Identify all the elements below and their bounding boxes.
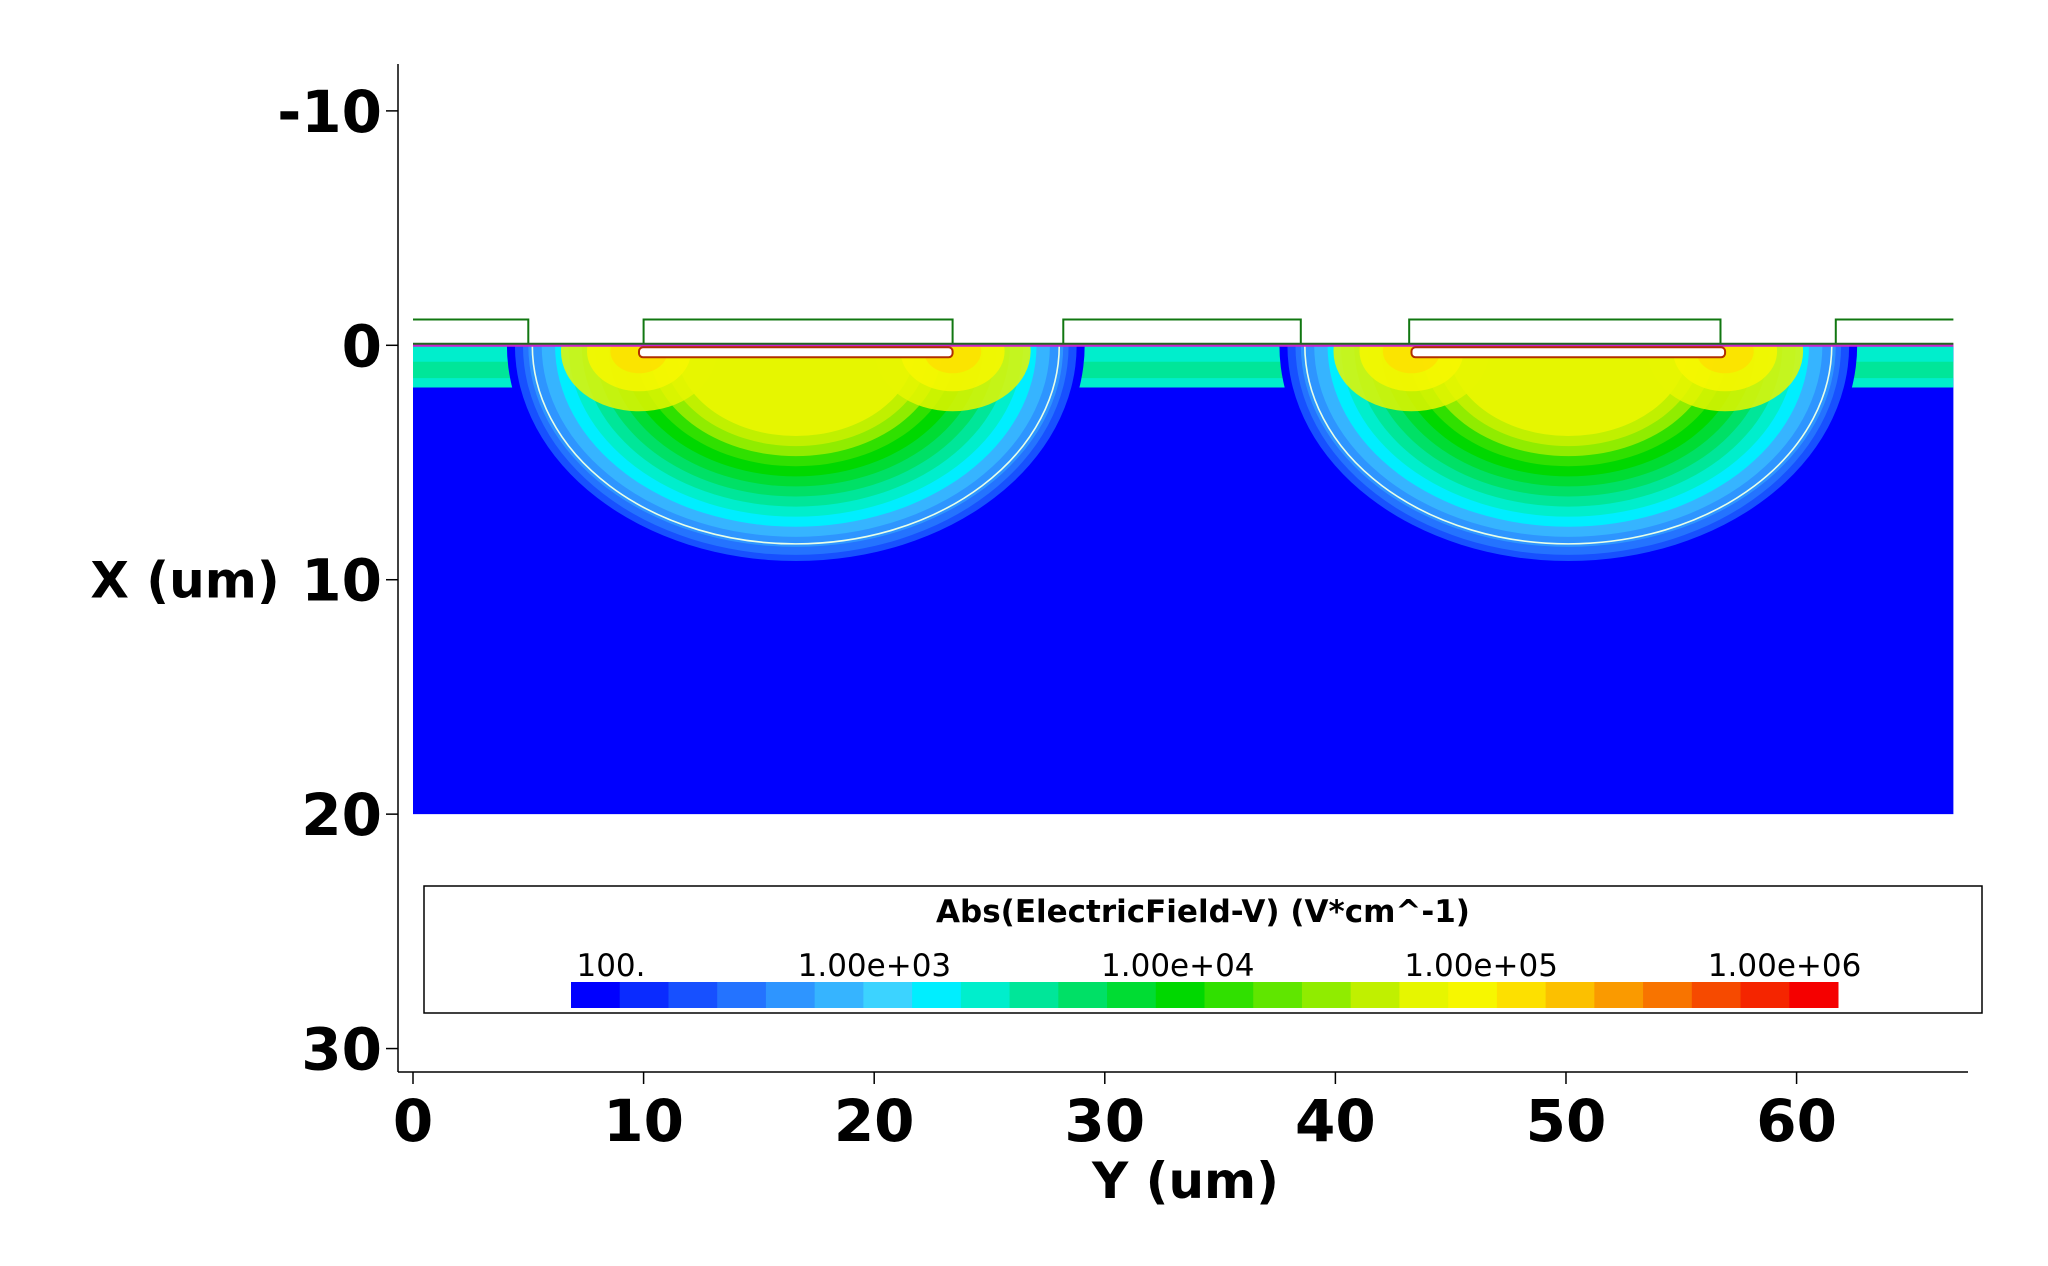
colorbar-swatch <box>1155 982 1205 1008</box>
colorbar-swatch <box>1204 982 1254 1008</box>
x-tick-label: 20 <box>834 1087 915 1155</box>
junction-boundary-line <box>1304 345 1833 545</box>
x-tick-label: 10 <box>603 1087 684 1155</box>
colorbar-swatch <box>1107 982 1157 1008</box>
colorbar-tick-label: 1.00e+05 <box>1404 948 1558 984</box>
colorbar-swatch <box>1301 982 1352 1008</box>
colorbar-swatch <box>1058 982 1108 1008</box>
colorbar-tick-label: 1.00e+04 <box>1101 948 1255 984</box>
depletion-region-2 <box>1279 345 1858 567</box>
implant-contact-2 <box>1410 346 1727 359</box>
oxide-outline-4 <box>1408 318 1722 346</box>
colorbar-swatch <box>1643 982 1693 1008</box>
colorbar-swatch <box>1594 982 1644 1008</box>
colorbar-swatch <box>863 982 913 1008</box>
colorbar-swatch <box>1496 982 1547 1008</box>
colorbar-swatch <box>571 982 621 1008</box>
colorbar-swatch <box>1789 982 1839 1008</box>
colorbar-swatch <box>960 982 1011 1008</box>
colorbar-swatch <box>1399 982 1449 1008</box>
colorbar-legend: Abs(ElectricField-V) (V*cm^-1) 100. 1.00e… <box>423 885 1983 1014</box>
colorbar-tick-label: 1.00e+06 <box>1708 948 1862 984</box>
colorbar-swatch <box>765 982 816 1008</box>
colorbar-swatch <box>668 982 718 1008</box>
oxide-outline-2 <box>642 318 954 346</box>
colorbar-swatch <box>912 982 962 1008</box>
colorbar-tick-label: 1.00e+03 <box>798 948 952 984</box>
colorbar-swatch <box>1545 982 1595 1008</box>
colorbar-swatch <box>1253 982 1303 1008</box>
colorbar-swatch <box>717 982 767 1008</box>
colorbar-swatch <box>814 982 864 1008</box>
oxide-outline-3 <box>1062 318 1302 346</box>
y-tick-label: -10 <box>277 78 382 146</box>
junction-boundary-line <box>531 345 1060 545</box>
y-tick-label: 30 <box>301 1016 382 1084</box>
oxide-outline-5 <box>1834 318 1954 346</box>
colorbar-swatch <box>1448 982 1498 1008</box>
colorbar-swatch <box>1009 982 1059 1008</box>
colorbar-title: Abs(ElectricField-V) (V*cm^-1) <box>936 894 1470 930</box>
x-tick-label: 0 <box>393 1087 433 1155</box>
x-tick-label: 50 <box>1526 1087 1607 1155</box>
colorbar-tick-label: 100. <box>576 948 645 984</box>
colorbar-swatch <box>1350 982 1400 1008</box>
y-tick-label: 0 <box>342 312 382 380</box>
y-tick-label: 20 <box>301 781 382 849</box>
depletion-contour-12 <box>1447 345 1689 436</box>
x-tick-label: 30 <box>1064 1087 1145 1155</box>
depletion-contour-12 <box>675 345 917 436</box>
colorbar-swatch <box>619 982 669 1008</box>
implant-contact-1 <box>637 346 954 359</box>
colorbar-swatch <box>1740 982 1790 1008</box>
colorbar-swatch <box>1691 982 1742 1008</box>
oxide-outline-1 <box>413 318 530 346</box>
depletion-region-1 <box>506 345 1085 567</box>
x-axis-title: Y (um) <box>1091 1152 1279 1210</box>
y-tick-label: 10 <box>301 547 382 615</box>
y-axis-title: X (um) <box>90 552 279 610</box>
x-tick-label: 60 <box>1756 1087 1837 1155</box>
x-tick-label: 40 <box>1295 1087 1376 1155</box>
device-field-map <box>413 318 1954 815</box>
axes: 0 10 20 30 40 50 60 -10 0 10 20 30 Y (um) X (um) <box>90 64 1968 1210</box>
